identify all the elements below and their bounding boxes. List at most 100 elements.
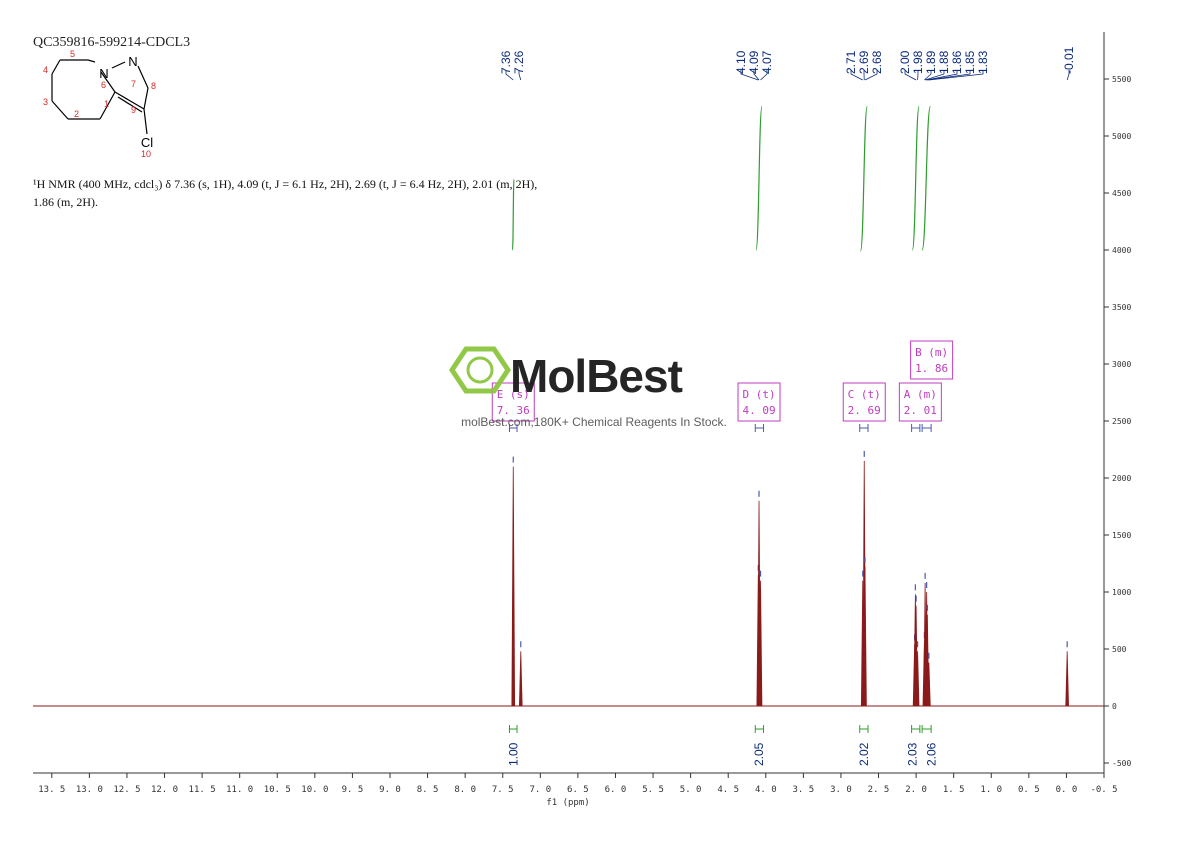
integral-values: 1.00 2.05 2.02 2.03 2.06 xyxy=(506,725,939,766)
y-axis-ticks: -500 0 500 1000 1500 2000 2500 3000 3500 4000 4500… xyxy=(1104,75,1131,768)
x-axis-ticks: 13. 5 13. 0 12. 5 12. 0 11. 5 11. 0 10. 5 10. 0… xyxy=(38,773,1118,795)
x-tick-label: 10. 5 xyxy=(264,785,291,795)
integral-curve xyxy=(859,105,868,252)
spectrum-peak xyxy=(863,566,867,707)
peak-shift-label: 4.07 xyxy=(760,50,774,74)
peak-leader-line xyxy=(926,70,958,81)
x-tick-label: 2. 0 xyxy=(905,785,927,795)
molecule-structure: N N Cl 1 2 3 4 5 6 7 8 9 10 xyxy=(43,49,156,159)
atom-number-8: 8 xyxy=(151,81,156,91)
x-tick-label: 0. 5 xyxy=(1018,785,1040,795)
peak-leader-line xyxy=(850,70,863,81)
multiplet-label: C (t) xyxy=(848,388,881,401)
y-tick-label: 500 xyxy=(1112,645,1127,654)
peak-shift-label: 1.88 xyxy=(937,50,951,74)
x-tick-label: 11. 0 xyxy=(226,785,253,795)
x-tick-label: 13. 5 xyxy=(38,785,65,795)
peak-leader-line xyxy=(753,70,760,81)
peak-labels: 7.36 7.26 4.10 4.09 4.07 2.71 2.69 2.68 2.00 1.98… xyxy=(499,46,1076,81)
integral-curve xyxy=(755,105,763,251)
x-tick-label: 1. 0 xyxy=(980,785,1002,795)
x-tick-label: 5. 5 xyxy=(642,785,664,795)
multiplet-label: B (m) xyxy=(915,346,948,359)
atom-number-3: 3 xyxy=(43,97,48,107)
x-tick-label: 3. 5 xyxy=(793,785,815,795)
y-tick-label: 5500 xyxy=(1112,75,1131,84)
nmr-description-line1: ¹H NMR (400 MHz, cdcl₃) δ 7.36 (s, 1H), … xyxy=(33,177,537,191)
peak-leader-line xyxy=(518,70,522,81)
peak-shift-label: 2.68 xyxy=(870,50,884,74)
peak-shift-label: 4.09 xyxy=(747,50,761,74)
peak-leader-line xyxy=(1066,70,1070,81)
peak-shift-label: -0.01 xyxy=(1062,46,1076,74)
spectrum-peak xyxy=(927,662,931,707)
y-tick-label: 3000 xyxy=(1112,360,1131,369)
y-tick-label: 2500 xyxy=(1112,417,1131,426)
x-tick-label: 10. 0 xyxy=(301,785,328,795)
x-tick-label: 13. 0 xyxy=(76,785,103,795)
y-tick-label: 3500 xyxy=(1112,303,1131,312)
integral-value-label: 2.03 xyxy=(905,742,919,766)
x-tick-label: 7. 5 xyxy=(492,785,514,795)
multiplet-shift: 2. 01 xyxy=(904,404,937,417)
multiplet-box xyxy=(737,382,781,422)
peak-leader-line xyxy=(760,70,768,81)
integral-value-label: 2.06 xyxy=(925,742,939,766)
multiplet-shift: 4. 09 xyxy=(742,404,775,417)
peak-leader-line xyxy=(925,70,945,81)
peak-leader-line xyxy=(505,70,514,81)
atom-number-1: 1 xyxy=(104,99,109,109)
molbest-logo-icon xyxy=(448,346,512,394)
spectrum-peak xyxy=(1065,651,1069,707)
peak-shift-label: 2.00 xyxy=(898,50,912,74)
integral-curve xyxy=(921,105,931,251)
x-axis-label: f1 (ppm) xyxy=(546,798,589,808)
integral-value-label: 2.02 xyxy=(857,742,871,766)
x-tick-label: 9. 0 xyxy=(379,785,401,795)
multiplet-label: E (s) xyxy=(497,388,530,401)
x-tick-label: 8. 0 xyxy=(454,785,476,795)
peak-shift-label: 1.86 xyxy=(950,50,964,74)
multiplet-box xyxy=(898,382,942,422)
x-tick-label: 4. 0 xyxy=(755,785,777,795)
atom-number-6: 6 xyxy=(101,80,106,90)
y-tick-label: 5000 xyxy=(1112,132,1131,141)
x-tick-label: 12. 5 xyxy=(113,785,140,795)
multiplet-shift: 7. 36 xyxy=(497,404,530,417)
atom-symbol-cl: Cl xyxy=(141,135,153,150)
peak-shift-label: 7.26 xyxy=(512,50,526,74)
atom-symbol-n7: N xyxy=(128,54,137,69)
peak-leader-line xyxy=(864,70,878,81)
integral-value-label: 2.05 xyxy=(752,742,766,766)
atom-number-10: 10 xyxy=(141,149,151,159)
multiplet-label: A (m) xyxy=(904,388,937,401)
peak-shift-label: 7.36 xyxy=(499,50,513,74)
x-tick-label: 11. 5 xyxy=(189,785,216,795)
multiplet-shift: 1. 86 xyxy=(915,362,948,375)
peak-leader-line xyxy=(904,70,917,81)
y-tick-label: -500 xyxy=(1112,759,1131,768)
x-tick-label: 3. 0 xyxy=(830,785,852,795)
atom-number-7: 7 xyxy=(131,79,136,89)
multiplet-shift: 2. 69 xyxy=(848,404,881,417)
x-tick-label: 8. 5 xyxy=(417,785,439,795)
x-tick-label: 4. 5 xyxy=(717,785,739,795)
peak-shift-label: 1.83 xyxy=(976,50,990,74)
x-tick-label: -0. 5 xyxy=(1090,785,1117,795)
spectrum-peak xyxy=(758,580,763,707)
x-tick-label: 6. 5 xyxy=(567,785,589,795)
watermark-tagline: molBest.com,180K+ Chemical Reagents In S… xyxy=(461,415,727,429)
peak-shift-label: 2.71 xyxy=(844,50,858,74)
x-tick-label: 1. 5 xyxy=(943,785,965,795)
y-tick-label: 4500 xyxy=(1112,189,1131,198)
y-tick-label: 1500 xyxy=(1112,531,1131,540)
x-tick-label: 2. 5 xyxy=(868,785,890,795)
atom-number-9: 9 xyxy=(131,105,136,115)
x-tick-label: 12. 0 xyxy=(151,785,178,795)
peak-shift-label: 1.98 xyxy=(911,50,925,74)
integral-curves xyxy=(511,105,931,252)
y-tick-label: 2000 xyxy=(1112,474,1131,483)
axes: 13. 5 13. 0 12. 5 12. 0 11. 5 11. 0 10. 5 10. 0… xyxy=(33,32,1131,808)
atom-number-5: 5 xyxy=(70,49,75,59)
